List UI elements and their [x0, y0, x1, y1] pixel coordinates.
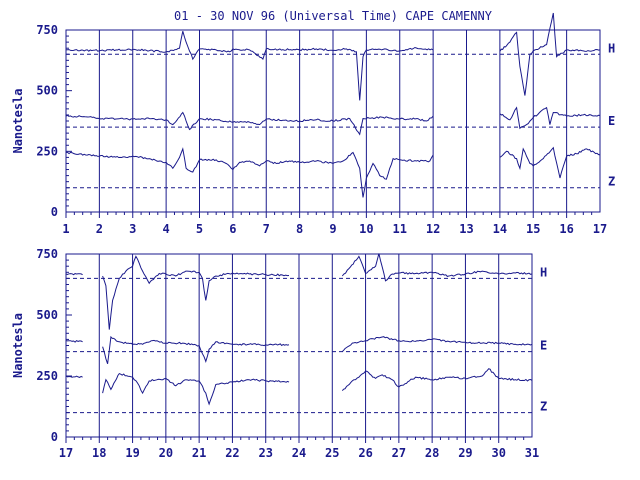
y-axis-label: Nanotesla	[11, 88, 25, 153]
x-tick-label: 27	[392, 446, 406, 460]
x-tick-label: 20	[159, 446, 173, 460]
series-line-e	[65, 111, 434, 136]
x-tick-label: 18	[92, 446, 106, 460]
x-tick-label: 28	[425, 446, 439, 460]
series-line-e	[341, 336, 533, 352]
component-label-h: H	[608, 41, 615, 55]
x-tick-label: 15	[526, 222, 540, 236]
series-line-h	[499, 12, 601, 96]
series-line-z	[341, 368, 533, 391]
component-label-z: Z	[608, 175, 615, 189]
x-tick-label: 14	[493, 222, 507, 236]
series-line-e	[65, 339, 83, 343]
y-tick-label: 500	[36, 84, 58, 98]
x-tick-label: 5	[196, 222, 203, 236]
x-tick-label: 3	[129, 222, 136, 236]
x-tick-label: 12	[426, 222, 440, 236]
x-tick-label: 25	[325, 446, 339, 460]
component-label-z: Z	[540, 400, 547, 414]
x-tick-label: 22	[225, 446, 239, 460]
x-tick-label: 21	[192, 446, 206, 460]
series-line-h	[65, 31, 434, 101]
x-tick-label: 19	[125, 446, 139, 460]
x-tick-label: 8	[296, 222, 303, 236]
y-tick-label: 0	[51, 205, 58, 219]
x-tick-label: 9	[329, 222, 336, 236]
series-line-h	[102, 255, 290, 330]
x-tick-label: 1	[62, 222, 69, 236]
component-label-h: H	[540, 265, 547, 279]
x-tick-label: 16	[559, 222, 573, 236]
series-line-h	[65, 273, 83, 276]
series-line-z	[499, 146, 601, 179]
chart-title: 01 - 30 NOV 96 (Universal Time) CAPE CAM…	[174, 9, 493, 23]
x-tick-label: 4	[163, 222, 170, 236]
series-line-e	[499, 106, 601, 130]
x-tick-label: 29	[458, 446, 472, 460]
y-tick-label: 250	[36, 369, 58, 383]
series-line-z	[102, 372, 290, 406]
x-tick-label: 10	[359, 222, 373, 236]
x-tick-label: 11	[393, 222, 407, 236]
x-tick-label: 23	[258, 446, 272, 460]
component-label-e: E	[540, 339, 547, 353]
y-tick-label: 0	[51, 430, 58, 444]
x-tick-label: 17	[59, 446, 73, 460]
y-tick-label: 500	[36, 308, 58, 322]
series-line-z	[65, 147, 434, 198]
x-tick-label: 2	[96, 222, 103, 236]
series-line-h	[341, 253, 533, 282]
y-tick-label: 750	[36, 247, 58, 261]
x-tick-label: 17	[593, 222, 607, 236]
x-tick-label: 26	[358, 446, 372, 460]
x-tick-label: 13	[459, 222, 473, 236]
x-tick-label: 6	[229, 222, 236, 236]
x-tick-label: 31	[525, 446, 539, 460]
series-line-e	[102, 335, 290, 364]
y-tick-label: 250	[36, 144, 58, 158]
y-tick-label: 750	[36, 23, 58, 37]
x-tick-label: 30	[491, 446, 505, 460]
x-tick-label: 24	[292, 446, 306, 460]
series-line-z	[65, 375, 83, 378]
x-tick-label: 7	[263, 222, 270, 236]
y-axis-label: Nanotesla	[11, 313, 25, 378]
component-label-e: E	[608, 114, 615, 128]
